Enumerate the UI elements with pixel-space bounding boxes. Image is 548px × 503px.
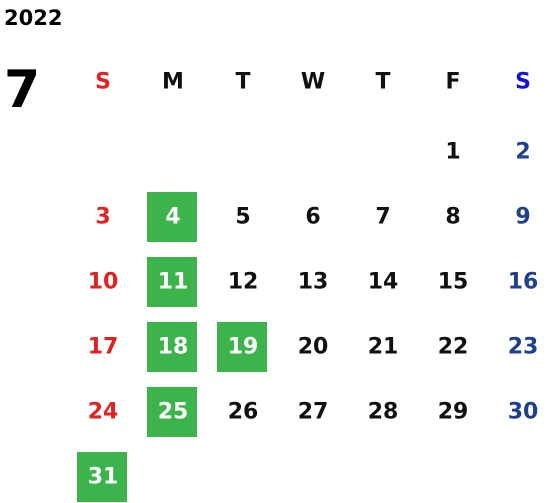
day-number: 3 bbox=[95, 205, 110, 230]
highlight-box bbox=[147, 257, 197, 307]
highlight-box bbox=[217, 322, 267, 372]
day-number: 7 bbox=[375, 205, 390, 230]
day-number: 6 bbox=[305, 205, 320, 230]
day-number: 8 bbox=[445, 205, 460, 230]
day-number: 13 bbox=[298, 270, 329, 295]
day-number: 22 bbox=[438, 335, 469, 360]
weekday-label: F bbox=[445, 70, 460, 95]
day-number: 5 bbox=[235, 205, 250, 230]
day-number: 11 bbox=[158, 270, 189, 295]
weekday-label: T bbox=[235, 70, 250, 95]
day-number: 27 bbox=[298, 400, 329, 425]
highlight-box bbox=[147, 387, 197, 437]
day-number: 4 bbox=[165, 205, 180, 230]
day-number: 10 bbox=[88, 270, 119, 295]
weekday-label: S bbox=[95, 70, 111, 95]
month: 7 bbox=[4, 60, 40, 120]
day-number: 18 bbox=[158, 335, 189, 360]
day-number: 24 bbox=[88, 400, 119, 425]
day-number: 17 bbox=[88, 335, 119, 360]
weekday-label: S bbox=[515, 70, 531, 95]
day-number: 25 bbox=[158, 400, 189, 425]
day-number: 28 bbox=[368, 400, 399, 425]
highlight-box bbox=[147, 192, 197, 242]
weekday-label: M bbox=[162, 70, 184, 95]
day-number: 23 bbox=[508, 335, 539, 360]
day-number: 26 bbox=[228, 400, 259, 425]
weekday-label: T bbox=[375, 70, 390, 95]
day-number: 20 bbox=[298, 335, 329, 360]
day-number: 9 bbox=[515, 205, 530, 230]
day-number: 15 bbox=[438, 270, 469, 295]
day-number: 1 bbox=[445, 140, 460, 165]
day-number: 16 bbox=[508, 270, 539, 295]
day-number: 30 bbox=[508, 400, 539, 425]
day-number: 2 bbox=[515, 140, 530, 165]
day-number: 14 bbox=[368, 270, 399, 295]
highlight-box bbox=[147, 322, 197, 372]
weekday-label: W bbox=[301, 70, 325, 95]
day-number: 21 bbox=[368, 335, 399, 360]
year: 2022 bbox=[4, 6, 62, 30]
day-number: 12 bbox=[228, 270, 259, 295]
day-number: 29 bbox=[438, 400, 469, 425]
highlight-box bbox=[77, 452, 127, 502]
day-number: 19 bbox=[228, 335, 259, 360]
day-number: 31 bbox=[88, 465, 119, 490]
